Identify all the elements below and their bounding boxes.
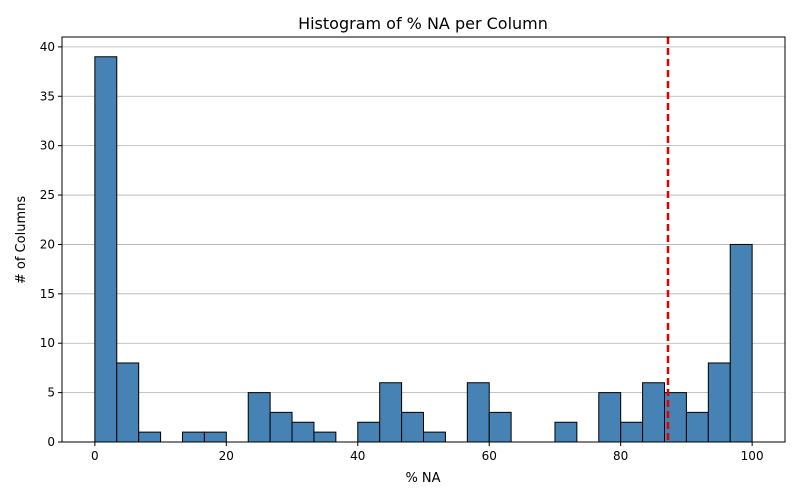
histogram-bar bbox=[685, 411, 709, 443]
x-tick-label: 100 bbox=[741, 449, 764, 463]
histogram-bar bbox=[269, 411, 293, 443]
chart-title: Histogram of % NA per Column bbox=[298, 14, 548, 33]
histogram-bar bbox=[247, 392, 271, 443]
x-axis-ticks: 0 20 40 60 80 100 bbox=[91, 442, 764, 463]
histogram-bar bbox=[203, 431, 227, 443]
histogram-bar bbox=[401, 411, 424, 443]
histogram-bar bbox=[642, 382, 665, 443]
y-tick-label: 5 bbox=[47, 386, 55, 400]
histogram-bar bbox=[181, 431, 205, 443]
histogram-bar bbox=[116, 362, 140, 443]
histogram-bar bbox=[291, 421, 315, 443]
histogram-bar bbox=[554, 421, 578, 443]
x-tick-label: 40 bbox=[350, 449, 365, 463]
x-tick-label: 0 bbox=[91, 449, 99, 463]
histogram-bar bbox=[138, 431, 162, 443]
histogram-bar bbox=[423, 431, 446, 443]
y-tick-label: 10 bbox=[40, 336, 55, 350]
histogram-bar bbox=[707, 362, 731, 443]
histogram-bar bbox=[466, 382, 490, 443]
y-tick-label: 40 bbox=[40, 40, 55, 54]
histogram-bars bbox=[94, 56, 753, 443]
y-axis-label: # of Columns bbox=[14, 196, 29, 284]
histogram-bar bbox=[94, 56, 118, 443]
y-tick-label: 35 bbox=[40, 89, 55, 103]
histogram-bar bbox=[379, 382, 403, 443]
y-tick-label: 15 bbox=[40, 287, 55, 301]
histogram-bar bbox=[729, 243, 753, 443]
y-tick-label: 0 bbox=[47, 435, 55, 449]
histogram-bar bbox=[598, 392, 622, 443]
histogram-bar bbox=[313, 431, 337, 443]
y-axis-ticks: 0 5 10 15 20 25 30 35 40 bbox=[40, 40, 62, 449]
plot-frame bbox=[61, 36, 786, 443]
x-axis-label: % NA bbox=[405, 471, 440, 486]
y-tick-label: 25 bbox=[40, 188, 55, 202]
x-tick-label: 80 bbox=[613, 449, 628, 463]
x-tick-label: 20 bbox=[219, 449, 234, 463]
x-tick-label: 60 bbox=[482, 449, 497, 463]
histogram-bar bbox=[620, 421, 644, 443]
gridlines bbox=[62, 46, 785, 443]
y-tick-label: 30 bbox=[40, 139, 55, 153]
histogram-bar bbox=[488, 411, 512, 443]
histogram-bar bbox=[357, 421, 381, 443]
y-tick-label: 20 bbox=[40, 237, 55, 251]
